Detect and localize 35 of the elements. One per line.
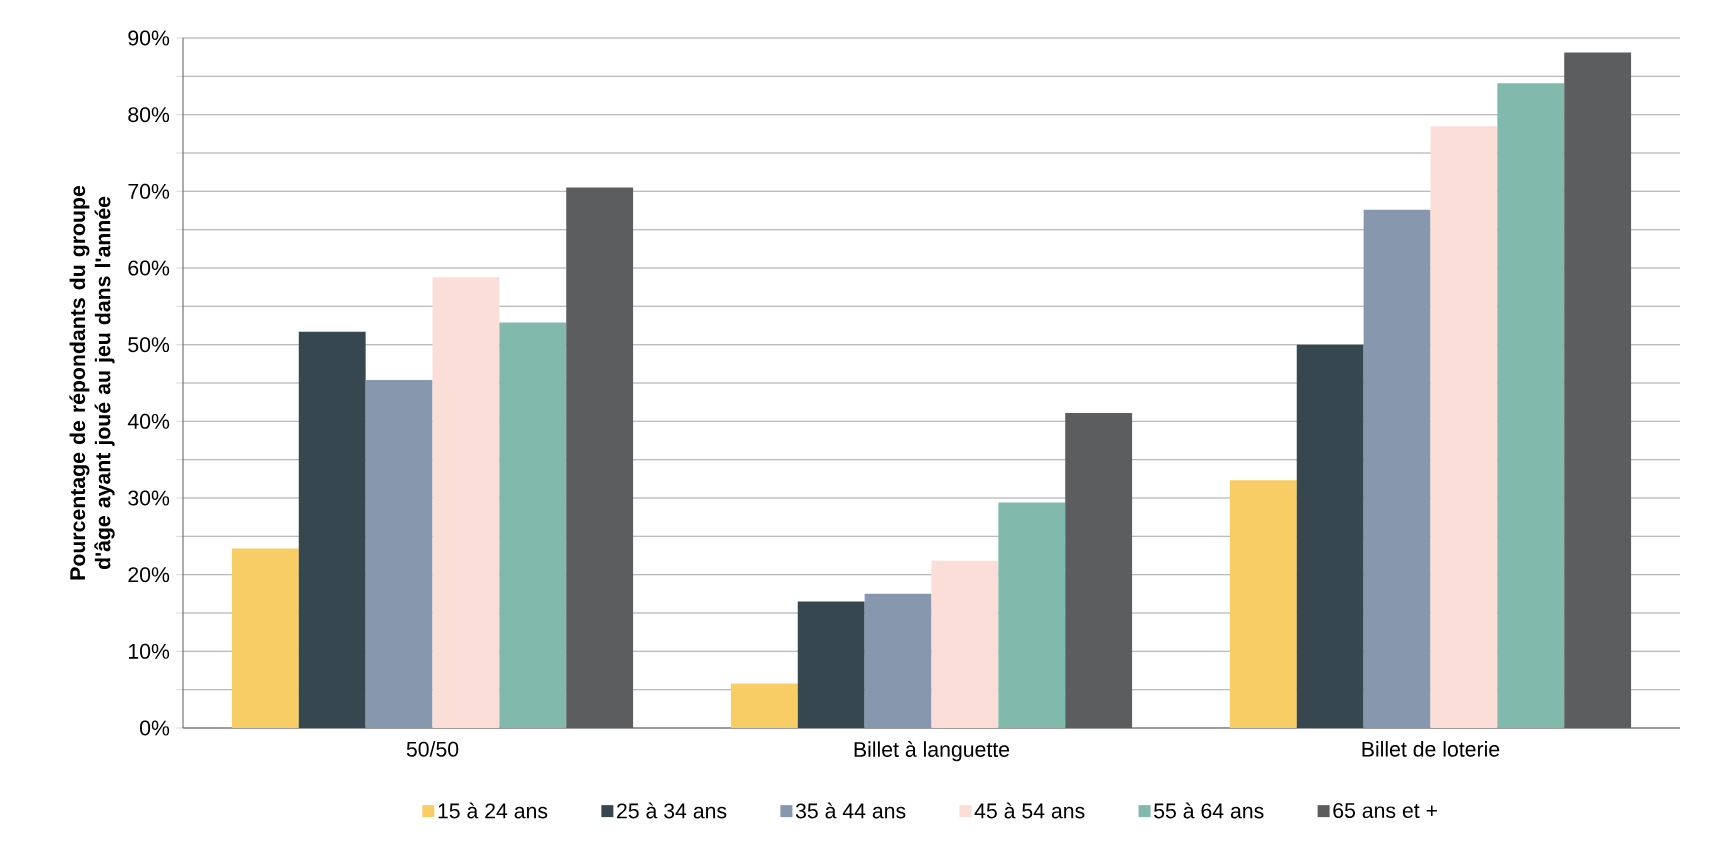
bar — [432, 277, 500, 728]
bar — [1229, 480, 1297, 728]
bar — [864, 593, 932, 728]
legend-label: 15 à 24 ans — [438, 802, 548, 819]
y-tick-label: 80% — [128, 107, 170, 123]
x-tick-label: Billet à languette — [854, 741, 1010, 762]
y-tick-label: 40% — [127, 413, 170, 429]
y-tick-label: 10% — [128, 643, 170, 659]
bar — [797, 601, 865, 728]
legend-label: 25 à 34 ans — [617, 802, 727, 819]
legend-label: 45 à 54 ans — [974, 802, 1085, 819]
bar — [298, 331, 366, 728]
bar — [499, 322, 567, 728]
bar — [730, 683, 798, 728]
y-axis-title: Pourcentage de répondants du groupe d'âge ayant joué au jeu dans l'année — [69, 185, 115, 580]
x-tick-label: 50/50 — [406, 741, 459, 757]
y-tick-label: 0% — [140, 720, 170, 736]
legend-label: 65 ans et + — [1333, 802, 1437, 819]
y-tick-label: 20% — [128, 567, 170, 583]
legend-label: 35 à 44 ans — [795, 802, 906, 819]
bar — [1296, 344, 1364, 728]
bar — [365, 379, 433, 728]
bar — [931, 560, 999, 728]
y-tick-label: 30% — [128, 490, 170, 506]
bar — [1430, 126, 1498, 728]
y-tick-label: 60% — [128, 260, 170, 276]
y-tick-label: 70% — [128, 183, 170, 199]
x-tick-label: Billet de loterie — [1362, 741, 1500, 757]
bar — [1363, 209, 1431, 728]
y-tick-label: 90% — [128, 30, 170, 46]
legend-label: 55 à 64 ans — [1154, 802, 1264, 819]
y-tick-label: 50% — [128, 337, 170, 353]
bar — [998, 502, 1066, 728]
bar — [1497, 83, 1565, 728]
bar — [231, 548, 299, 728]
